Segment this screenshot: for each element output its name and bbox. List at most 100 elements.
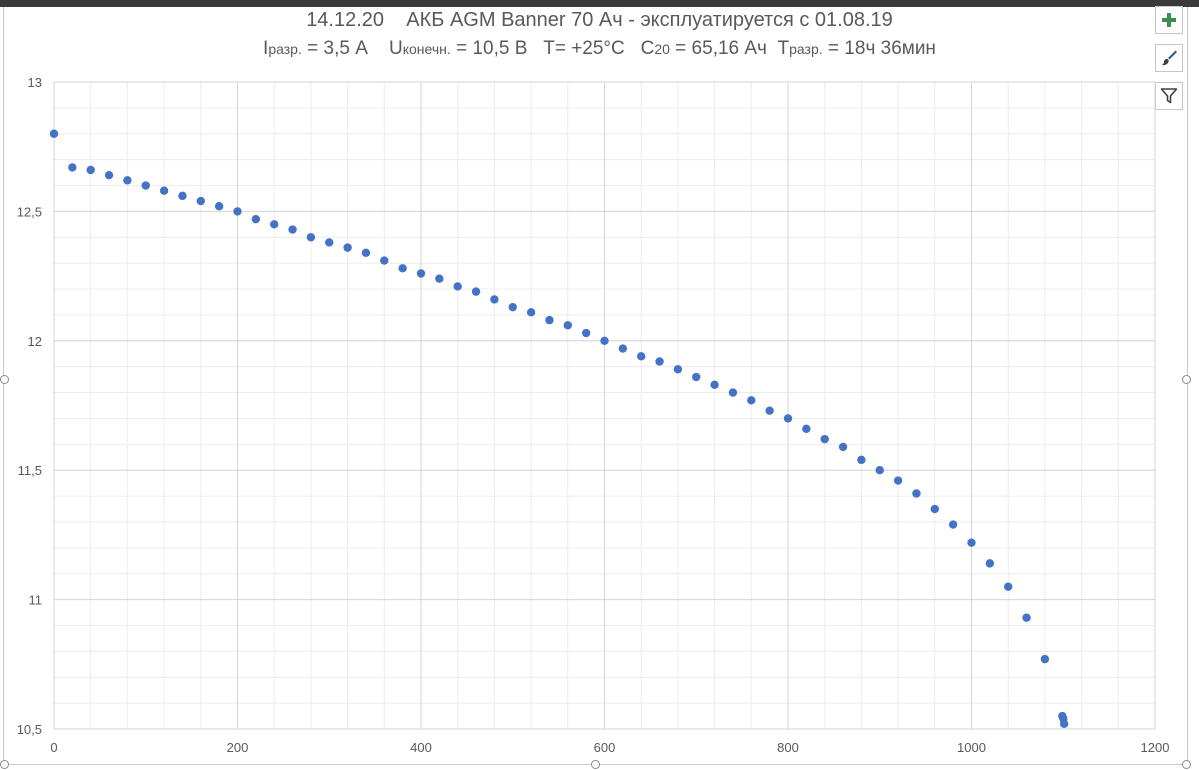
resize-handle-left[interactable] — [0, 375, 9, 384]
data-point[interactable] — [948, 520, 958, 529]
data-point[interactable] — [325, 238, 334, 247]
data-point[interactable] — [86, 165, 95, 175]
data-point[interactable] — [435, 274, 444, 283]
data-point[interactable] — [728, 388, 738, 397]
data-point[interactable] — [875, 466, 884, 475]
data-point[interactable] — [288, 225, 297, 234]
data-point[interactable] — [471, 287, 481, 296]
chart-title[interactable]: 14.12.20 АКБ AGM Banner 70 Ач - эксплуат… — [0, 9, 1199, 32]
y-tick-label: 12,5 — [17, 204, 42, 219]
data-point[interactable] — [490, 295, 499, 304]
data-point[interactable] — [618, 344, 628, 353]
data-point[interactable] — [581, 328, 591, 338]
subtitle-current-symbol: I — [263, 38, 269, 59]
subtitle-temperature: T= +25°C — [543, 38, 625, 59]
data-point[interactable] — [838, 442, 848, 452]
resize-handle-bottom-left[interactable] — [0, 760, 9, 769]
y-axis-ticks: 10,5 11 11,5 12 12,5 13 — [17, 75, 42, 737]
data-point[interactable] — [710, 380, 719, 389]
title-date: 14.12.20 — [306, 9, 385, 31]
chart-elements-button[interactable] — [1155, 6, 1183, 34]
resize-handle-right[interactable] — [1182, 375, 1191, 384]
data-point[interactable] — [196, 196, 205, 206]
x-tick-label: 200 — [227, 740, 249, 755]
data-point[interactable] — [857, 455, 866, 465]
x-tick-label: 600 — [594, 740, 616, 755]
data-point[interactable] — [747, 396, 756, 405]
data-point[interactable] — [563, 321, 572, 330]
data-point[interactable] — [655, 357, 664, 366]
data-point[interactable] — [526, 308, 536, 317]
data-point[interactable] — [141, 181, 150, 190]
data-point[interactable] — [765, 406, 774, 415]
subtitle-current-value: = 3,5 А — [301, 38, 368, 59]
data-point[interactable] — [214, 202, 224, 211]
subtitle-voltage-symbol: U — [389, 38, 403, 59]
data-point[interactable] — [306, 233, 316, 242]
data-point[interactable] — [912, 489, 921, 498]
data-point[interactable] — [453, 282, 462, 291]
data-point[interactable] — [270, 220, 279, 229]
data-point[interactable] — [967, 538, 976, 547]
data-point[interactable] — [930, 504, 939, 514]
subtitle-current-subscript: разр. — [268, 41, 302, 57]
data-point[interactable] — [820, 434, 829, 444]
title-battery: АКБ AGM Banner 70 Ач - эксплуатируется с… — [406, 9, 893, 31]
data-point[interactable] — [123, 176, 132, 185]
data-point[interactable] — [1059, 719, 1069, 729]
subtitle-capacity-subscript: 20 — [654, 41, 670, 57]
x-tick-label: 400 — [410, 740, 432, 755]
major-gridlines — [53, 81, 1156, 730]
x-tick-label: 1200 — [1141, 740, 1170, 755]
window-top-bar — [0, 0, 1199, 7]
chart-filters-button[interactable] — [1155, 82, 1183, 110]
plus-icon — [1162, 13, 1176, 27]
data-points[interactable] — [49, 129, 1069, 729]
data-point[interactable] — [104, 170, 114, 180]
data-point[interactable] — [68, 163, 77, 172]
data-point[interactable] — [49, 129, 59, 138]
resize-handle-bottom-middle[interactable] — [591, 760, 600, 769]
x-tick-label: 1000 — [957, 740, 986, 755]
data-point[interactable] — [637, 352, 646, 361]
data-point[interactable] — [508, 302, 517, 312]
subtitle-capacity-value: = 65,16 Ач — [669, 38, 767, 59]
data-point[interactable] — [600, 336, 609, 345]
chart-subtitle[interactable]: Iразр. = 3,5 А Uконечн. = 10,5 В T= +25°… — [0, 38, 1199, 60]
x-axis-ticks: 0 200 400 600 800 1000 1200 — [50, 740, 1169, 755]
subtitle-time-symbol: T — [777, 38, 790, 59]
subtitle-capacity-symbol: C — [640, 38, 655, 59]
data-point[interactable] — [251, 214, 261, 224]
data-point[interactable] — [361, 248, 371, 258]
data-point[interactable] — [545, 315, 554, 325]
chart-styles-button[interactable] — [1155, 44, 1183, 72]
filter-icon — [1160, 88, 1178, 104]
x-tick-label: 800 — [777, 740, 799, 755]
y-tick-label: 10,5 — [17, 722, 42, 737]
data-point[interactable] — [1004, 582, 1013, 591]
y-tick-label: 11,5 — [18, 463, 42, 478]
data-point[interactable] — [802, 424, 811, 433]
data-point[interactable] — [233, 207, 242, 216]
data-point[interactable] — [416, 269, 426, 278]
data-point[interactable] — [1022, 613, 1031, 622]
data-point[interactable] — [178, 191, 187, 201]
data-point[interactable] — [159, 186, 169, 195]
data-point[interactable] — [673, 365, 683, 374]
data-point[interactable] — [398, 264, 407, 273]
y-tick-label: 11 — [29, 593, 43, 608]
data-point[interactable] — [380, 256, 389, 265]
data-point[interactable] — [893, 476, 903, 485]
y-tick-label: 12 — [28, 334, 42, 349]
data-point[interactable] — [343, 243, 352, 252]
subtitle-time-value: = 18ч 36мин — [822, 38, 936, 59]
data-point[interactable] — [985, 559, 995, 568]
data-point[interactable] — [692, 372, 701, 382]
subtitle-voltage-subscript: конечн. — [402, 41, 451, 57]
data-point[interactable] — [783, 414, 793, 423]
data-point[interactable] — [1040, 654, 1050, 664]
resize-handle-bottom-right[interactable] — [1182, 760, 1191, 769]
subtitle-voltage-value: = 10,5 В — [450, 38, 528, 59]
subtitle-time-subscript: разр. — [789, 41, 823, 57]
